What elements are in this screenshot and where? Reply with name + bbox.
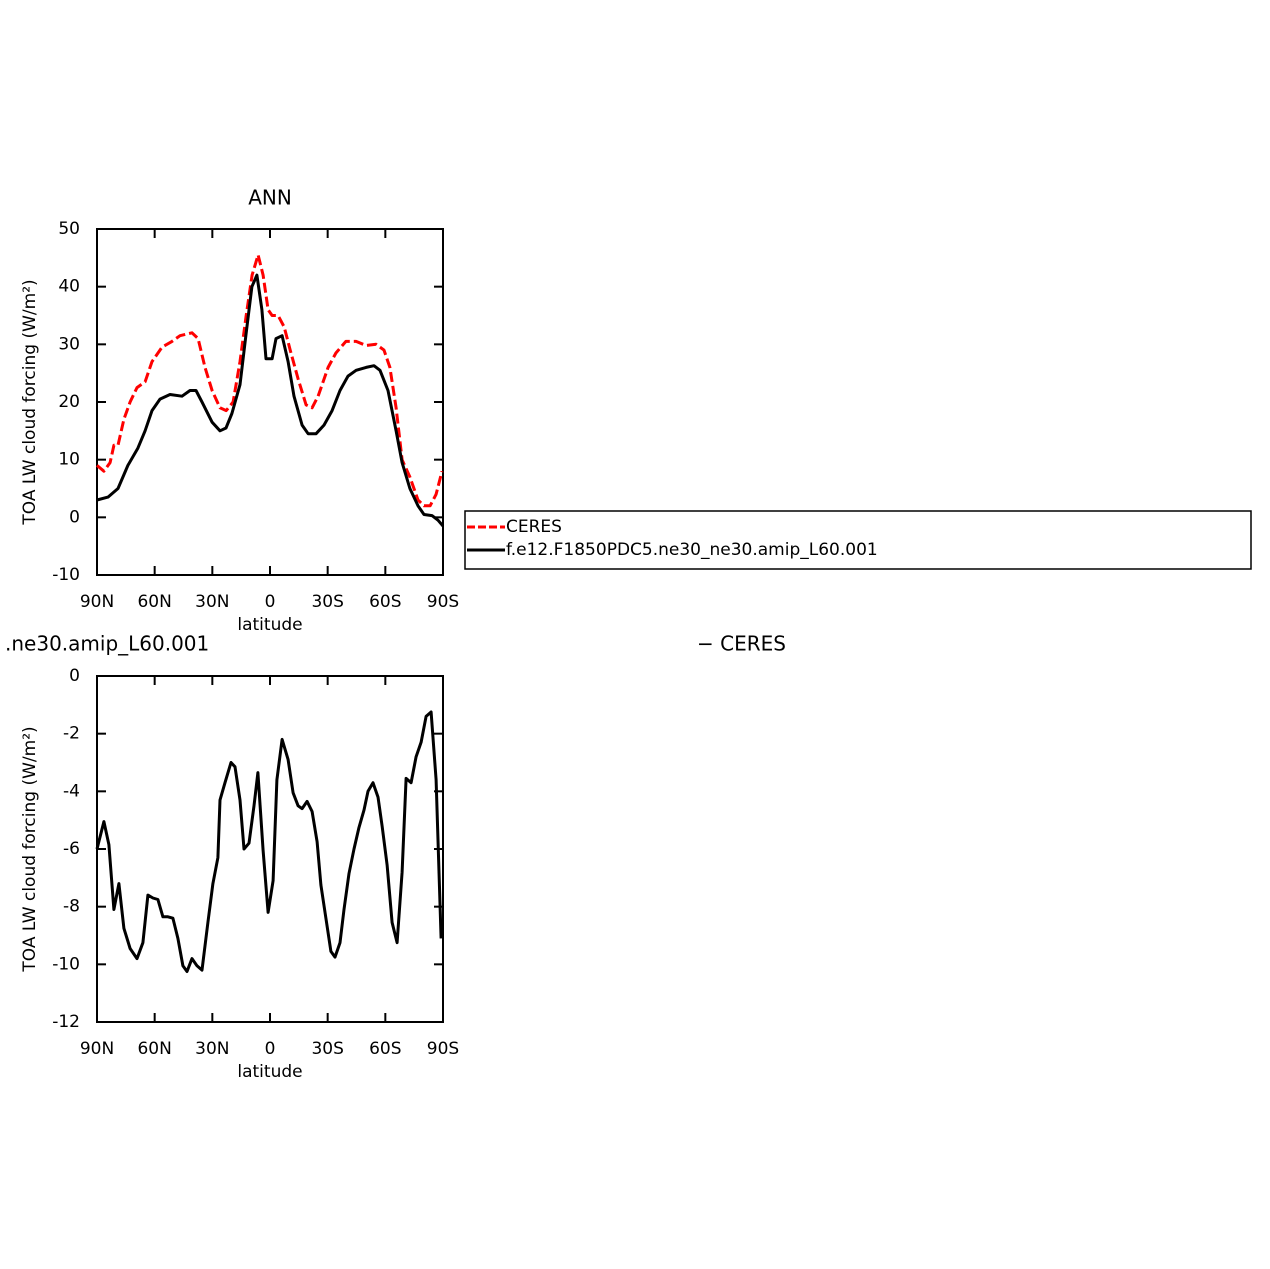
y-tick-label: -6: [63, 839, 80, 859]
x-tick-label: 0: [265, 1039, 276, 1059]
legend-label: f.e12.F1850PDC5.ne30_ne30.amip_L60.001: [506, 540, 878, 560]
data-line: [96, 253, 444, 508]
y-tick-label: -2: [63, 724, 80, 744]
x-tick-label: 90S: [427, 1039, 459, 1059]
x-tick-label: 30S: [311, 1039, 343, 1059]
x-tick-label: 30N: [195, 592, 229, 612]
x-tick-label: 60S: [369, 592, 401, 612]
x-tick-label: 30N: [195, 1039, 229, 1059]
x-tick-label: 90N: [80, 592, 114, 612]
x-tick-label: 90S: [427, 592, 459, 612]
x-tick-label: 60S: [369, 1039, 401, 1059]
x-axis-label: latitude: [237, 615, 302, 635]
y-tick-label: -8: [63, 897, 80, 917]
legend-label: CERES: [506, 517, 562, 537]
x-axis-label: latitude: [237, 1062, 302, 1082]
data-line: [96, 273, 445, 527]
y-tick-label: 0: [69, 666, 80, 686]
y-tick-label: -4: [63, 781, 80, 801]
chart-title-left: .ne30.amip_L60.001: [5, 632, 209, 656]
y-tick-label: -10: [52, 954, 80, 974]
chart-title: ANN: [248, 186, 292, 210]
y-tick-label: -10: [52, 565, 80, 585]
x-tick-label: 60N: [137, 1039, 171, 1059]
x-tick-label: 90N: [80, 1039, 114, 1059]
x-tick-label: 30S: [311, 592, 343, 612]
y-tick-label: 20: [58, 392, 80, 412]
plot-frame: [96, 675, 444, 1023]
y-tick-label: -12: [52, 1012, 80, 1032]
data-line: [95, 710, 443, 973]
y-tick-label: 50: [58, 219, 80, 239]
legend-box: [464, 510, 1252, 570]
y-tick-label: 40: [58, 277, 80, 297]
x-tick-label: 60N: [137, 592, 171, 612]
y-tick-label: 0: [69, 507, 80, 527]
y-axis-label: TOA LW cloud forcing (W/m²): [20, 279, 40, 525]
x-tick-label: 0: [265, 592, 276, 612]
y-tick-label: 30: [58, 334, 80, 354]
chart-title-right: − CERES: [697, 632, 786, 656]
y-axis-label: TOA LW cloud forcing (W/m²): [20, 726, 40, 972]
y-tick-label: 10: [58, 450, 80, 470]
